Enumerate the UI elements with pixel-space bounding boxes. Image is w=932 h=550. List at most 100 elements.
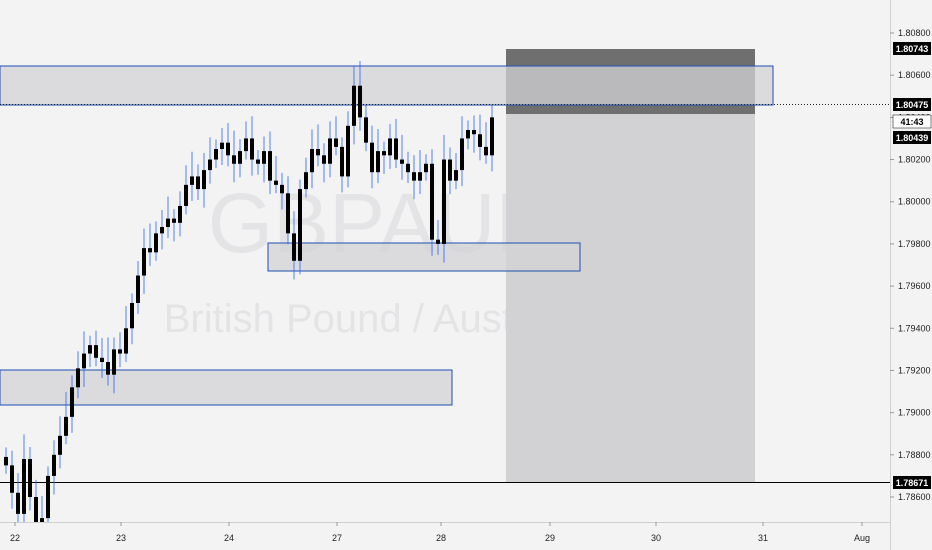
high-level-value: 1.80743 [896, 44, 929, 54]
time-tick-label: 28 [436, 533, 446, 543]
price-tick-label: 1.80000 [898, 197, 931, 207]
candle-body [370, 143, 374, 173]
candle-body [190, 176, 194, 184]
candle-body [436, 240, 440, 244]
time-tick-label: 24 [224, 533, 234, 543]
candle-body [220, 143, 224, 149]
candle-body [118, 349, 122, 353]
candle-body [298, 189, 302, 261]
candle-body [448, 160, 452, 181]
candle-body [490, 117, 494, 155]
high-level-badge: 1.80743 [893, 42, 931, 55]
candle-body [442, 160, 446, 244]
candle-body [340, 147, 344, 177]
candle-body [70, 387, 74, 417]
price-tick-label: 1.79800 [898, 239, 931, 249]
candle-body [196, 176, 200, 189]
candle-body [178, 206, 182, 223]
demand-zone-lower[interactable] [0, 370, 452, 405]
price-tick-label: 1.79400 [898, 323, 931, 333]
candle-body [400, 160, 404, 164]
time-tick-label: Aug [854, 533, 870, 543]
candle-body [208, 160, 212, 171]
candle-body [424, 164, 428, 172]
candle-body [352, 86, 356, 126]
price-tick-label: 1.80200 [898, 155, 931, 165]
candle-body [202, 170, 206, 189]
candle-body [64, 417, 68, 436]
bid-badge: 1.80439 [893, 131, 931, 144]
candle-body [334, 138, 338, 146]
demand-zone-middle[interactable] [268, 243, 580, 271]
countdown-value: 41:43 [900, 117, 923, 127]
candle-body [358, 86, 362, 118]
time-tick-label: 31 [758, 533, 768, 543]
candle-body [376, 151, 380, 172]
price-tick-label: 1.80600 [898, 70, 931, 80]
candle-body [184, 185, 188, 206]
last-price-badge: 1.80475 [893, 98, 931, 111]
candle-body [88, 345, 92, 353]
candle-body [172, 219, 176, 223]
candle-body [124, 328, 128, 353]
candle-body [46, 476, 50, 518]
candle-body [394, 138, 398, 159]
price-tick-label: 1.79600 [898, 281, 931, 291]
price-axis[interactable] [890, 0, 932, 550]
countdown-badge: 41:43 [893, 115, 931, 128]
candle-body [364, 117, 368, 142]
candle-body [244, 138, 248, 151]
candle-body [154, 233, 158, 252]
candle-body [382, 151, 386, 155]
candle-body [166, 219, 170, 227]
candle-body [286, 193, 290, 233]
candle-body [28, 459, 32, 497]
candle-body [238, 151, 242, 164]
time-tick-label: 22 [10, 533, 20, 543]
candle-body [232, 155, 236, 163]
last-price-value: 1.80475 [896, 100, 929, 110]
candle-body [316, 149, 320, 155]
candle-body [106, 362, 110, 375]
candle-body [466, 130, 470, 138]
candle-body [58, 436, 62, 455]
candle-body [484, 147, 488, 155]
candle-body [160, 227, 164, 233]
price-tick-label: 1.78800 [898, 450, 931, 460]
candle-body [226, 143, 230, 156]
candle-body [322, 155, 326, 163]
candle-body [142, 248, 146, 275]
supply-zone-upper[interactable] [0, 66, 773, 105]
candle-body [136, 276, 140, 303]
candle-body [328, 138, 332, 163]
low-level-badge: 1.78671 [893, 476, 931, 489]
time-tick-label: 23 [116, 533, 126, 543]
candle-body [472, 130, 476, 134]
candle-body [460, 138, 464, 170]
candle-body [418, 172, 422, 180]
low-level-value: 1.78671 [896, 478, 929, 488]
candle-body [214, 149, 218, 160]
candle-body [148, 248, 152, 252]
candle-body [304, 172, 308, 189]
candle-body [10, 465, 14, 492]
candle-body [52, 455, 56, 476]
price-tick-label: 1.79200 [898, 365, 931, 375]
candle-body [280, 185, 284, 193]
candle-body [112, 349, 116, 374]
candle-body [130, 303, 134, 328]
time-tick-label: 29 [545, 533, 555, 543]
candle-body [346, 126, 350, 177]
candle-body [76, 368, 80, 387]
candle-body [256, 160, 260, 164]
candle-body [262, 151, 266, 164]
candle-body [22, 459, 26, 514]
candle-body [292, 233, 296, 260]
candle-body [4, 457, 8, 465]
risk-zone[interactable] [506, 114, 755, 483]
bid-value: 1.80439 [896, 133, 929, 143]
candle-body [274, 181, 278, 185]
time-tick-label: 30 [651, 533, 661, 543]
candle-body [250, 138, 254, 159]
